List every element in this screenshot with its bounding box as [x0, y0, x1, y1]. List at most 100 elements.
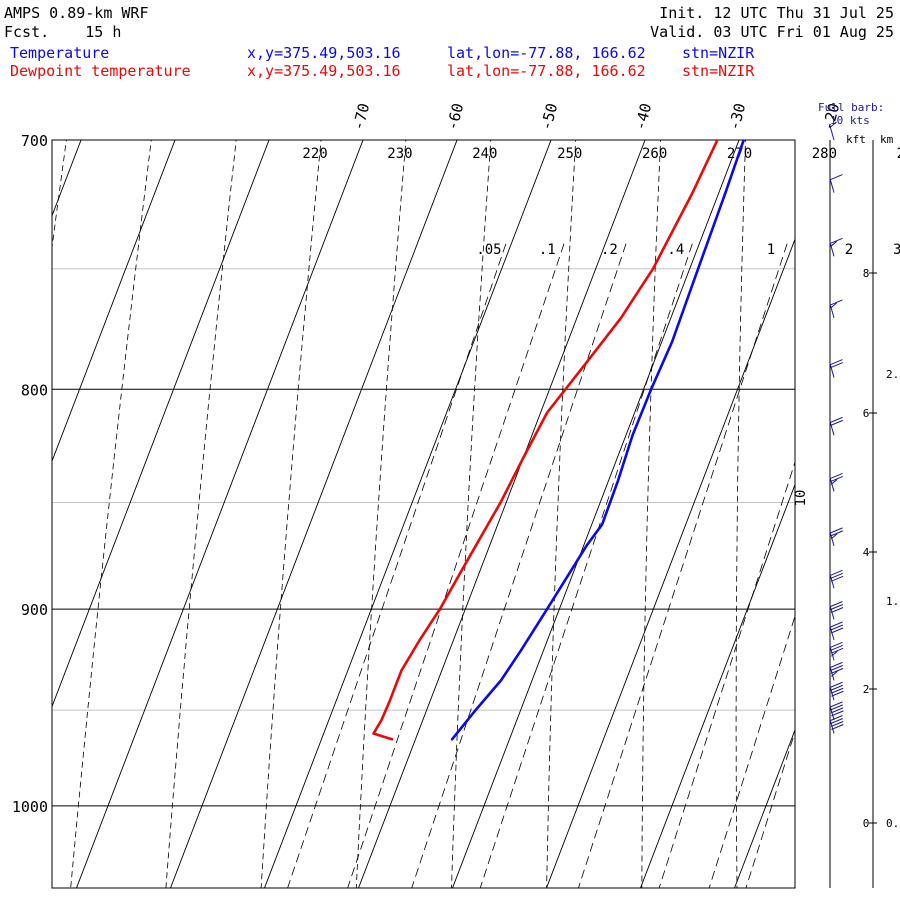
- isotherm-line: [52, 140, 82, 218]
- model-title: AMPS 0.89-km WRF: [4, 4, 149, 22]
- kft-tick-label: 0: [863, 817, 870, 830]
- temperature-profile: [450, 140, 745, 741]
- legend-temperature-xy: x,y=375.49,503.16: [247, 44, 401, 62]
- isotherm-line: [0, 30, 29, 900]
- legend-dewpoint-latlon: lat,lon=-77.88, 166.62: [447, 62, 646, 80]
- isotherm-line: [640, 483, 795, 888]
- kft-label: kft: [846, 133, 866, 146]
- mixing-ratio-line: [347, 243, 565, 888]
- potential-temperature-label: 220: [302, 146, 327, 162]
- legend-temperature-stn: stn=NZIR: [682, 44, 755, 62]
- kft-tick-label: 4: [863, 546, 870, 559]
- potential-temperature-label: 230: [387, 146, 412, 162]
- wind-barb: [829, 527, 843, 546]
- temperature-tick-label: -60: [443, 101, 467, 132]
- mixing-ratio-label: .4: [667, 242, 684, 258]
- temperature-tick-label: -70: [349, 101, 373, 132]
- dry-adiabat-line: [355, 140, 407, 888]
- wind-barb: [829, 661, 844, 681]
- km-tick-label: 1.: [886, 595, 899, 608]
- pressure-tick-label: 1000: [12, 798, 48, 816]
- mixing-ratio-line: [708, 614, 795, 888]
- dry-adiabat-line: [52, 140, 67, 251]
- isotherm-line: [452, 140, 740, 888]
- mixing-ratio-line: [745, 730, 795, 888]
- mixing-ratio-line: [287, 243, 507, 888]
- dry-adiabat-line: [546, 140, 577, 888]
- wind-barb: [829, 472, 843, 492]
- potential-temperature-label: 240: [472, 146, 497, 162]
- wind-barb: [829, 237, 843, 257]
- wind-barb: [829, 416, 843, 436]
- isotherm-line: [264, 140, 552, 888]
- potential-temperature-label: 280: [812, 146, 837, 162]
- isotherm-line: [52, 140, 176, 463]
- wind-barb: [829, 621, 844, 641]
- wind-barb: [829, 299, 843, 319]
- profile-series: [372, 140, 745, 741]
- wind-barb: [829, 681, 844, 701]
- km-tick-label: 0.: [886, 817, 899, 830]
- valid-time: Valid. 03 UTC Fri 01 Aug 25: [650, 23, 894, 41]
- barb-title: Full barb:: [818, 101, 885, 114]
- temperature-tick-label: -30: [725, 101, 749, 132]
- mixing-ratio-label: 3: [893, 242, 900, 258]
- temperature-tick-label: -40: [631, 101, 655, 132]
- mixing-ratio-line: [658, 460, 795, 888]
- legend-dewpoint-name: Dewpoint temperature: [10, 62, 191, 80]
- thermo-lines: [0, 30, 900, 900]
- mixing-ratio-line: [578, 243, 788, 888]
- isotherm-line: [76, 140, 364, 888]
- potential-temperature-label: 290: [897, 146, 900, 162]
- plot-frame: [51, 139, 796, 889]
- legend-dewpoint-xy: x,y=375.49,503.16: [247, 62, 401, 80]
- wind-barb: [829, 641, 844, 661]
- dry-adiabat-line: [260, 140, 322, 888]
- legend-temperature-name: Temperature: [10, 44, 110, 62]
- mixing-ratio-labels: .05.1.2.412346: [476, 242, 900, 258]
- isotherm-line: [734, 728, 795, 888]
- wind-barb: [829, 121, 837, 141]
- wind-barb: [829, 601, 844, 620]
- kft-tick-label: 6: [863, 407, 870, 420]
- mixing-ratio-line: [479, 243, 693, 888]
- legend-dewpoint-stn: stn=NZIR: [682, 62, 755, 80]
- mixing-ratio-line: [792, 244, 900, 900]
- dewpoint-temperature-profile: [372, 140, 719, 741]
- fcst-label: Fcst.: [4, 23, 50, 41]
- mixing-ratio-line: [411, 243, 627, 888]
- wind-barb: [829, 359, 843, 378]
- kft-tick-label: 2: [863, 683, 870, 696]
- mixing-ratio-label: .05: [476, 242, 501, 258]
- dry-adiabat-line: [451, 140, 492, 888]
- potential-temperature-labels: 220230240250260270280290300: [302, 146, 900, 162]
- isotherm-line: [170, 140, 458, 888]
- dry-adiabat-line: [641, 140, 662, 888]
- mixing-ratio-label: 1: [767, 242, 775, 258]
- wind-barb-column: 8 6 4 2 0 2. 1. 0.: [829, 121, 899, 888]
- wind-barb: [829, 701, 844, 721]
- barb-units: 10 kts: [830, 114, 870, 127]
- mixing-ratio-label: 2: [845, 242, 853, 258]
- wind-barb: [829, 569, 844, 589]
- isotherm-line: [358, 140, 646, 888]
- fcst-value: 15 h: [85, 23, 122, 41]
- wind-barb: [829, 174, 843, 193]
- dry-adiabat-line: [165, 140, 237, 888]
- kft-tick-label: 8: [863, 267, 870, 280]
- pressure-tick-label: 800: [21, 381, 48, 399]
- legend-temperature-latlon: lat,lon=-77.88, 166.62: [447, 44, 646, 62]
- isotherm-line: [546, 238, 795, 888]
- mixing-ratio-label: .1: [539, 242, 556, 258]
- potential-temperature-label: 260: [642, 146, 667, 162]
- pressure-tick-label: 700: [21, 132, 48, 150]
- pressure-tick-labels: 700 800 900 1000: [12, 132, 48, 816]
- isotherm-line: [52, 140, 270, 708]
- dry-adiabat-line: [735, 140, 746, 888]
- potential-temperature-label: 250: [557, 146, 582, 162]
- forecast-label: Fcst. 15 h: [4, 23, 121, 41]
- pressure-tick-label: 900: [21, 601, 48, 619]
- mixing-ratio-label: .2: [601, 242, 618, 258]
- km-label: km: [880, 133, 894, 146]
